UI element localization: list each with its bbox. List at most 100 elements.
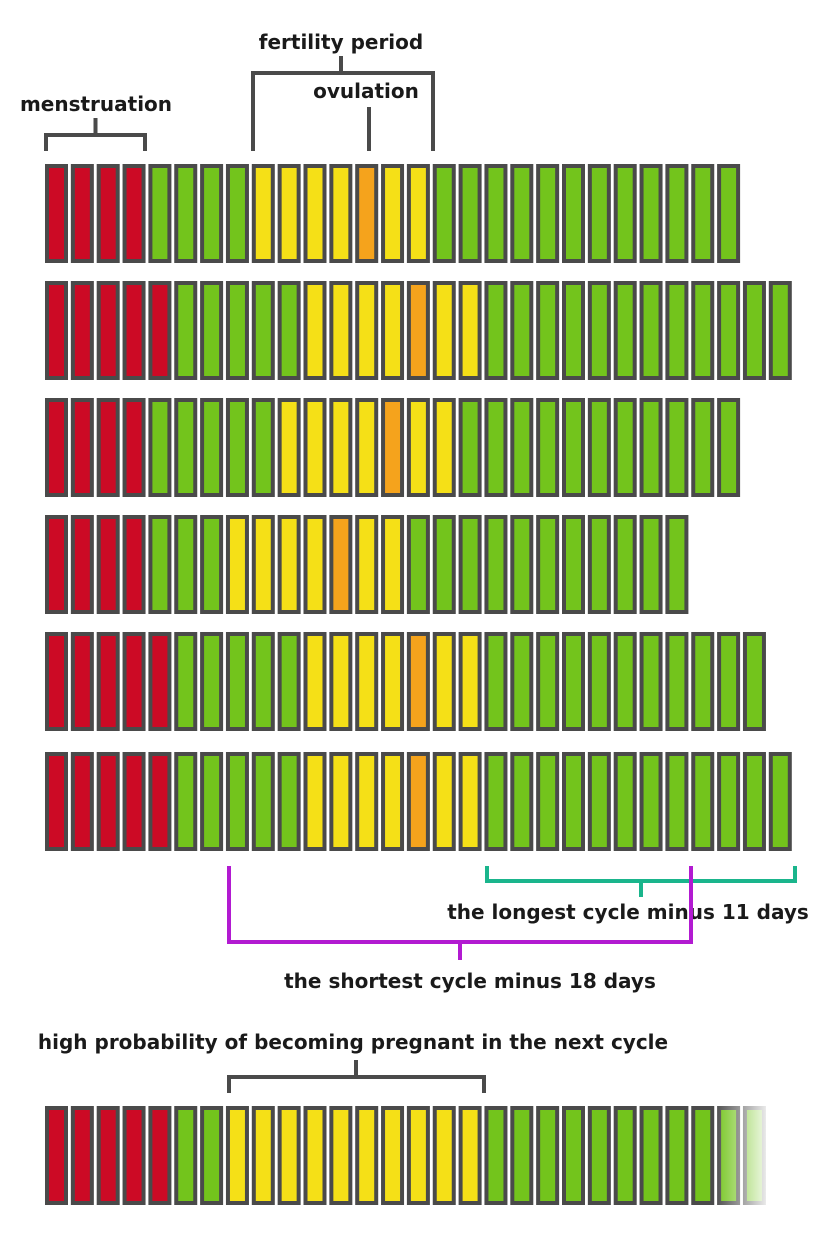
day-cell-fertile	[406, 398, 430, 497]
day-cell-infertile	[717, 281, 741, 380]
day-cell-infertile	[587, 632, 611, 731]
day-cell-ovulation	[406, 752, 430, 851]
day-cell-menstruation	[45, 752, 68, 851]
day-cell-infertile	[200, 1106, 224, 1205]
day-cell-infertile	[768, 752, 792, 851]
day-cell-infertile	[432, 164, 456, 263]
day-cell-menstruation	[122, 1106, 146, 1205]
day-cell-infertile	[484, 1106, 508, 1205]
day-cell-infertile	[406, 515, 430, 614]
day-cell-infertile	[484, 164, 508, 263]
day-cell-menstruation	[45, 1106, 68, 1205]
day-cell-infertile	[484, 398, 508, 497]
day-cell-infertile	[562, 398, 585, 497]
day-cell-fertile	[329, 632, 353, 731]
cycle-row	[45, 632, 766, 731]
day-cell-infertile	[225, 632, 249, 731]
day-cell-fertile	[432, 752, 456, 851]
day-cell-ovulation	[406, 632, 430, 731]
day-cell-fertile	[406, 164, 430, 263]
day-cell-fertile	[355, 398, 379, 497]
fertility-period-label: fertility period	[259, 30, 423, 54]
day-cell-infertile	[174, 1106, 198, 1205]
day-cell-infertile	[639, 515, 663, 614]
day-cell-infertile	[717, 164, 741, 263]
day-cell-infertile	[510, 281, 534, 380]
cycle-row	[45, 281, 792, 380]
day-cell-infertile	[536, 398, 560, 497]
day-cell-fertile	[251, 515, 275, 614]
day-cell-infertile	[536, 164, 560, 263]
day-cell-infertile	[148, 164, 172, 263]
day-cell-menstruation	[96, 752, 120, 851]
day-cell-infertile	[200, 281, 224, 380]
day-cell-fertile	[303, 281, 327, 380]
day-cell-infertile	[200, 398, 224, 497]
day-cell-infertile	[562, 515, 585, 614]
day-cell-infertile	[251, 398, 275, 497]
day-cell-fertile	[303, 632, 327, 731]
day-cell-infertile	[639, 752, 663, 851]
day-cell-infertile	[587, 281, 611, 380]
day-cell-infertile	[174, 164, 198, 263]
day-cell-infertile	[536, 632, 560, 731]
day-cell-infertile	[510, 1106, 534, 1205]
longest-cycle-label: the longest cycle minus 11 days	[447, 900, 809, 924]
day-cell-fertile	[277, 164, 301, 263]
shortest-cycle-label: the shortest cycle minus 18 days	[284, 969, 656, 993]
day-cell-infertile	[665, 752, 689, 851]
day-cell-infertile	[458, 398, 482, 497]
day-cell-infertile	[200, 752, 224, 851]
day-cell-infertile	[484, 752, 508, 851]
day-cell-infertile	[200, 515, 224, 614]
day-cell-infertile	[587, 398, 611, 497]
day-cell-menstruation	[70, 515, 94, 614]
day-cell-fertile	[458, 632, 482, 731]
day-cell-infertile	[691, 281, 715, 380]
day-cell-infertile	[484, 515, 508, 614]
high-probability-bracket	[227, 1060, 486, 1093]
day-cell-infertile	[174, 515, 198, 614]
day-cell-infertile	[510, 632, 534, 731]
longest-cycle-bracket	[485, 866, 797, 897]
day-cell-infertile	[510, 164, 534, 263]
high-probability-label: high probability of becoming pregnant in…	[38, 1030, 668, 1054]
day-cell-fertile	[355, 632, 379, 731]
day-cell-infertile	[613, 281, 637, 380]
day-cell-menstruation	[148, 632, 172, 731]
day-cell-menstruation	[122, 515, 146, 614]
day-cell-infertile	[587, 164, 611, 263]
day-cell-fertile	[432, 398, 456, 497]
day-cell-menstruation	[148, 281, 172, 380]
day-cell-menstruation	[45, 515, 68, 614]
day-cell-infertile	[665, 164, 689, 263]
day-cell-fertile	[251, 1106, 275, 1205]
day-cell-infertile	[639, 281, 663, 380]
day-cell-menstruation	[122, 281, 146, 380]
day-cell-infertile	[665, 515, 689, 614]
day-cell-infertile	[639, 398, 663, 497]
day-cell-fertile	[277, 1106, 301, 1205]
day-cell-fertile	[381, 632, 405, 731]
day-cell-infertile	[665, 632, 689, 731]
day-cell-menstruation	[96, 1106, 120, 1205]
day-cell-menstruation	[70, 281, 94, 380]
day-cell-infertile	[225, 752, 249, 851]
day-cell-infertile	[200, 164, 224, 263]
day-cell-menstruation	[122, 752, 146, 851]
day-cell-infertile	[536, 515, 560, 614]
day-cell-infertile	[613, 515, 637, 614]
day-cell-infertile	[200, 632, 224, 731]
day-cell-infertile	[174, 281, 198, 380]
day-cell-infertile	[225, 398, 249, 497]
day-cell-infertile	[510, 515, 534, 614]
day-cell-fertile	[458, 1106, 482, 1205]
fertility-period-bracket	[251, 56, 435, 151]
cycle-row	[45, 164, 741, 263]
day-cell-ovulation	[329, 515, 353, 614]
day-cell-infertile	[742, 632, 766, 731]
day-cell-fertile	[355, 515, 379, 614]
cycle-row	[45, 515, 689, 614]
day-cell-menstruation	[45, 632, 68, 731]
